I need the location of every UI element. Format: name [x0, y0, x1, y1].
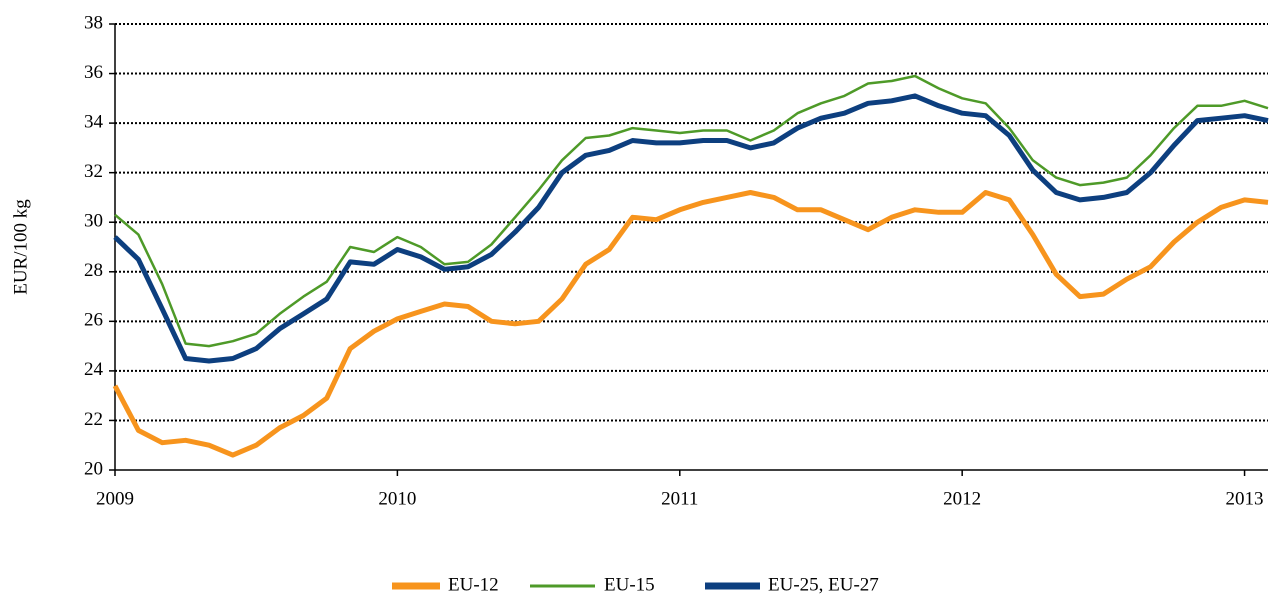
y-tick-label: 22 [84, 409, 103, 430]
x-tick-label: 2010 [378, 488, 416, 509]
y-tick-label: 26 [84, 310, 103, 331]
y-tick-label: 24 [84, 359, 104, 380]
y-tick-label: 32 [84, 161, 103, 182]
legend-label: EU-12 [448, 574, 499, 595]
x-tick-label: 2013 [1226, 488, 1264, 509]
series-line [114, 74, 1269, 348]
x-tick-label: 2009 [96, 488, 134, 509]
legend-label: EU-15 [604, 574, 655, 595]
y-tick-label: 20 [84, 458, 103, 479]
y-tick-label: 38 [84, 12, 103, 33]
series-line [113, 93, 1269, 364]
y-tick-label: 34 [84, 111, 104, 132]
legend-label: EU-25, EU-27 [768, 574, 879, 595]
x-tick-label: 2012 [943, 488, 981, 509]
y-tick-label: 36 [84, 62, 103, 83]
x-tick-label: 2011 [661, 488, 698, 509]
series-line [112, 190, 1269, 458]
y-tick-label: 28 [84, 260, 103, 281]
y-axis-label: EUR/100 kg [10, 199, 31, 295]
y-tick-label: 30 [84, 211, 103, 232]
